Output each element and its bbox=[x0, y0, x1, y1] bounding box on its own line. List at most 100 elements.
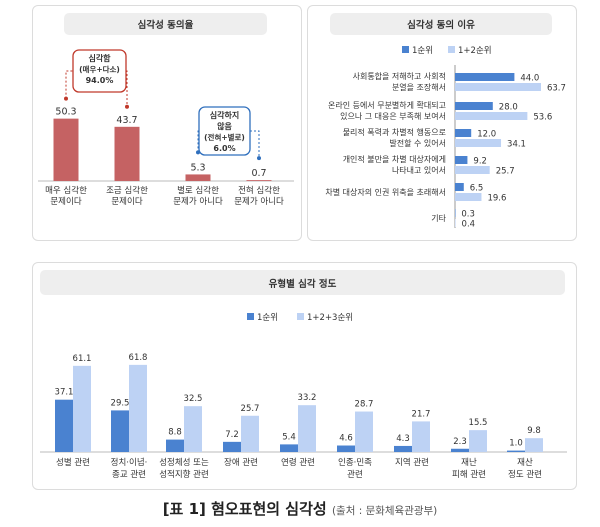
bar-value-label-2: 5.3 bbox=[190, 162, 205, 173]
bar-s0-5 bbox=[337, 445, 355, 452]
bar-value-label-s0-3: 9.2 bbox=[473, 157, 487, 167]
types-chart-title: 유형별 심각 정도 bbox=[40, 270, 565, 295]
bar-value-label-s0-4: 6.5 bbox=[470, 184, 484, 194]
legend-label-1: 1+2순위 bbox=[458, 46, 492, 56]
callout-severe-dot-right bbox=[125, 104, 129, 109]
bar-value-label-s0-8: 1.0 bbox=[509, 439, 523, 449]
category-label-2: 성정체성 또는 성적지향 관련 bbox=[159, 457, 209, 480]
bar-value-label-s0-2: 8.8 bbox=[168, 428, 182, 438]
bar-s1-8 bbox=[525, 438, 543, 452]
bar-s0-2 bbox=[166, 439, 184, 452]
callout-severe-leader-left bbox=[65, 70, 73, 99]
bar-value-label-s0-5: 4.6 bbox=[339, 434, 353, 444]
bar-value-label-s0-6: 4.3 bbox=[396, 434, 410, 444]
bar-value-label-s1-6: 21.7 bbox=[412, 409, 431, 419]
category-label-3: 장애 관련 bbox=[224, 457, 258, 468]
category-label-8: 재산 정도 관련 bbox=[508, 457, 542, 480]
bar-1 bbox=[114, 126, 140, 181]
bar-s1-2 bbox=[455, 139, 502, 147]
bar-s1-0 bbox=[455, 83, 541, 91]
bar-s0-0 bbox=[455, 73, 515, 81]
bar-value-label-s1-5: 28.7 bbox=[355, 400, 374, 410]
bar-s1-3 bbox=[241, 415, 259, 452]
caption-source: (출처 : 문화체육관광부) bbox=[331, 505, 438, 517]
bar-s0-6 bbox=[394, 445, 412, 452]
bar-value-label-s1-4: 19.6 bbox=[487, 194, 506, 204]
category-label-0: 매우 심각한 문제이다 bbox=[45, 185, 87, 207]
category-label-3: 전혀 심각한 문제가 아니다 bbox=[234, 185, 284, 207]
category-label-4: 연령 관련 bbox=[281, 457, 315, 468]
bar-3 bbox=[246, 180, 272, 181]
bar-value-label-s1-1: 53.6 bbox=[533, 113, 552, 123]
bar-value-label-3: 0.7 bbox=[251, 168, 266, 179]
category-label-7: 재난 피해 관련 bbox=[452, 458, 486, 480]
callout-severe-leader-right bbox=[126, 70, 128, 107]
bar-s1-6 bbox=[412, 421, 430, 452]
bar-value-label-s1-0: 63.7 bbox=[547, 84, 566, 94]
legend-swatch-0 bbox=[402, 46, 409, 53]
bar-value-label-s0-3: 7.2 bbox=[225, 430, 239, 440]
bar-s0-5 bbox=[455, 209, 456, 217]
category-label-6: 지역 관련 bbox=[395, 457, 429, 468]
callout-notsevere-line-3: 6.0% bbox=[213, 144, 235, 153]
category-label-2: 물리적 폭력과 차별적 행동으로 발전할 수 있어서 bbox=[343, 127, 446, 148]
bar-s0-8 bbox=[507, 450, 525, 452]
bar-s1-1 bbox=[455, 112, 528, 120]
bar-value-label-s1-2: 34.1 bbox=[507, 140, 526, 150]
category-label-0: 사회통합을 저해하고 사회적 분열을 조장해서 bbox=[353, 71, 446, 92]
bar-s1-0 bbox=[73, 365, 91, 452]
callout-notsevere-leader-right bbox=[250, 130, 260, 159]
bar-value-label-s1-5: 0.4 bbox=[462, 220, 476, 230]
bar-2 bbox=[185, 174, 211, 181]
legend-swatch-1 bbox=[297, 313, 304, 320]
bar-s0-3 bbox=[455, 156, 468, 164]
bar-s1-7 bbox=[469, 430, 487, 452]
bar-s0-2 bbox=[455, 129, 472, 137]
callout-severe-line-1: (매우+다소) bbox=[79, 64, 120, 74]
bar-s0-3 bbox=[223, 441, 241, 452]
bar-s0-1 bbox=[455, 102, 493, 110]
bar-s1-5 bbox=[355, 411, 373, 452]
bar-s0-4 bbox=[455, 183, 464, 191]
legend-swatch-0 bbox=[247, 313, 254, 320]
bar-value-label-s0-4: 5.4 bbox=[282, 432, 296, 442]
category-label-1: 조금 심각한 문제이다 bbox=[106, 185, 148, 207]
bar-value-label-s1-1: 61.8 bbox=[129, 353, 148, 363]
bar-value-label-s1-2: 32.5 bbox=[184, 394, 203, 404]
bar-value-label-1: 43.7 bbox=[116, 115, 137, 126]
callout-notsevere-leader-left bbox=[197, 130, 199, 153]
legend-swatch-1 bbox=[448, 46, 455, 53]
bar-value-label-s0-1: 28.0 bbox=[499, 103, 518, 113]
bar-value-label-s0-5: 0.3 bbox=[461, 210, 475, 220]
bar-s0-1 bbox=[111, 410, 129, 452]
bar-value-label-s1-4: 33.2 bbox=[298, 393, 317, 403]
bar-value-label-s1-0: 61.1 bbox=[73, 354, 92, 364]
reasons-panel bbox=[307, 5, 577, 241]
legend-label-1: 1+2+3순위 bbox=[307, 313, 353, 323]
callout-notsevere-line-2: (전혀+별로) bbox=[204, 132, 245, 142]
bar-s0-7 bbox=[451, 448, 469, 452]
bar-value-label-s1-7: 15.5 bbox=[469, 418, 488, 428]
bar-value-label-s1-3: 25.7 bbox=[241, 404, 260, 414]
bar-s1-5 bbox=[455, 219, 456, 227]
agreement-chart-title: 심각성 동의율 bbox=[64, 13, 267, 35]
callout-severe-line-0: 심각함 bbox=[88, 53, 111, 63]
reasons-chart-title: 심각성 동의 이유 bbox=[330, 13, 552, 35]
category-label-3: 개인적 불만을 차별 대상자에게 나타내고 있어서 bbox=[343, 154, 446, 175]
category-label-5: 인종·민족 관련 bbox=[338, 457, 372, 480]
category-label-0: 성별 관련 bbox=[56, 457, 90, 468]
callout-notsevere-line-0: 심각하지 bbox=[210, 110, 239, 120]
category-label-2: 별로 심각한 문제가 아니다 bbox=[173, 185, 223, 207]
bar-value-label-s0-0: 37.1 bbox=[55, 388, 74, 398]
callout-notsevere-line-1: 않음 bbox=[217, 121, 232, 131]
callout-severe-line-2: 94.0% bbox=[86, 76, 114, 85]
bar-value-label-s0-0: 44.0 bbox=[520, 74, 539, 84]
bar-value-label-0: 50.3 bbox=[55, 107, 76, 118]
bar-0 bbox=[53, 118, 79, 181]
callout-severe-dot-left bbox=[64, 96, 68, 101]
figure-caption: [표 1] 혐오표현의 심각성 (출처 : 문화체육관광부) bbox=[0, 498, 600, 519]
bar-s1-4 bbox=[455, 193, 482, 201]
